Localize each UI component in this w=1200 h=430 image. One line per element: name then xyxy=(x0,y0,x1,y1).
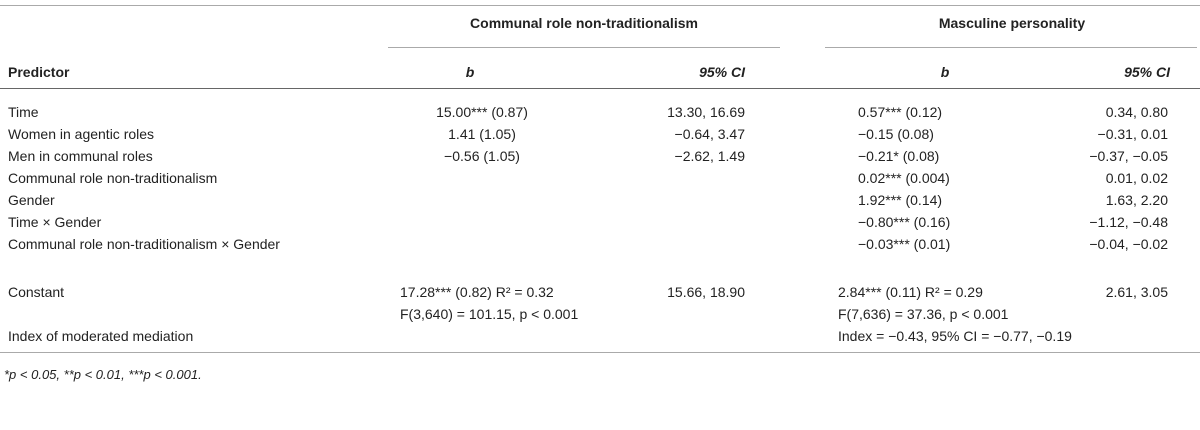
cell: −0.64, 3.47 xyxy=(674,126,745,142)
cell: F(7,636) = 37.36, p < 0.001 xyxy=(838,306,1009,322)
row-label: Time × Gender xyxy=(8,214,102,230)
cell: 15.00*** (0.87) xyxy=(436,104,528,120)
row-label: Gender xyxy=(8,192,55,208)
column-header: Predictor xyxy=(8,64,70,80)
cell: 1.92*** (0.14) xyxy=(858,192,943,208)
header-rule xyxy=(0,88,1200,89)
cell: −0.03*** (0.01) xyxy=(858,236,951,252)
cell: 2.84*** (0.11) R² = 0.29 xyxy=(838,284,983,300)
row-label: Men in communal roles xyxy=(8,148,153,164)
cell: Index = −0.43, 95% CI = −0.77, −0.19 xyxy=(838,328,1072,344)
cell: −0.04, −0.02 xyxy=(1089,236,1168,252)
cell: 0.01, 0.02 xyxy=(1105,170,1168,186)
row-label: Constant xyxy=(8,284,65,300)
column-header: 95% CI xyxy=(699,64,745,80)
cell: 1.41 (1.05) xyxy=(448,126,516,142)
cell: −2.62, 1.49 xyxy=(674,148,745,164)
cell: −0.56 (1.05) xyxy=(444,148,520,164)
cell: −0.21* (0.08) xyxy=(858,148,940,164)
group-rule xyxy=(388,47,780,48)
column-header: b xyxy=(940,64,950,80)
cell: −0.15 (0.08) xyxy=(858,126,934,142)
cell: 17.28*** (0.82) R² = 0.32 xyxy=(400,284,554,300)
cell: −0.37, −0.05 xyxy=(1089,148,1168,164)
cell: 15.66, 18.90 xyxy=(667,284,745,300)
row-label: Communal role non-traditionalism xyxy=(8,170,218,186)
cell: 0.34, 0.80 xyxy=(1105,104,1168,120)
cell: 0.57*** (0.12) xyxy=(858,104,943,120)
group-title: Masculine personality xyxy=(938,15,1086,31)
column-header: b xyxy=(465,64,475,80)
row-label: Index of moderated mediation xyxy=(8,328,194,344)
cell: −0.80*** (0.16) xyxy=(858,214,951,230)
footnote: *p < 0.05, **p < 0.01, ***p < 0.001. xyxy=(4,367,202,382)
column-header: 95% CI xyxy=(1124,64,1170,80)
cell: 2.61, 3.05 xyxy=(1105,284,1168,300)
group-rule xyxy=(825,47,1197,48)
cell: 1.63, 2.20 xyxy=(1105,192,1168,208)
bottom-rule xyxy=(0,352,1200,353)
cell: 0.02*** (0.004) xyxy=(858,170,950,186)
cell: 13.30, 16.69 xyxy=(667,104,745,120)
row-label: Women in agentic roles xyxy=(8,126,155,142)
cell: −0.31, 0.01 xyxy=(1097,126,1168,142)
cell: F(3,640) = 101.15, p < 0.001 xyxy=(400,306,579,322)
row-label: Communal role non-traditionalism × Gende… xyxy=(8,236,280,252)
cell: −1.12, −0.48 xyxy=(1089,214,1168,230)
top-rule xyxy=(0,5,1200,6)
group-title: Communal role non-traditionalism xyxy=(470,15,698,31)
row-label: Time xyxy=(8,104,39,120)
